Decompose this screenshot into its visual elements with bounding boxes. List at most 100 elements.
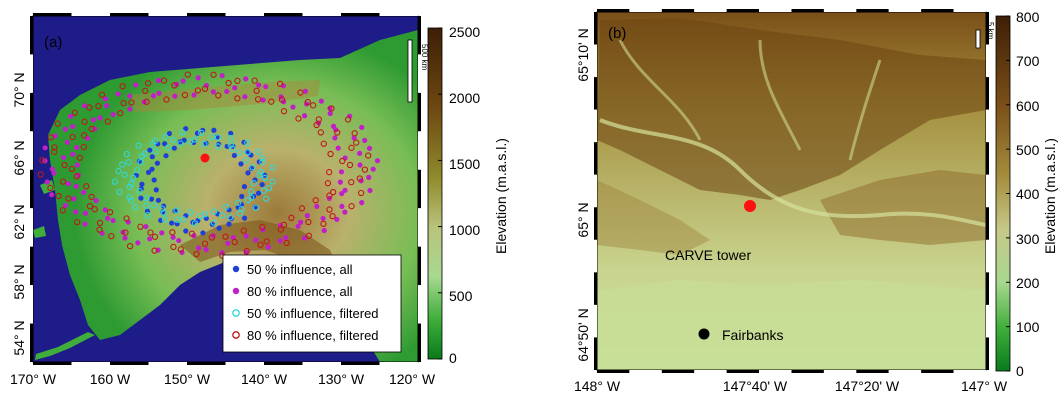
influence-marker (191, 136, 199, 143)
influence-marker (152, 137, 159, 145)
influence-marker (169, 229, 176, 236)
y-tick-b-0: 64°50' N (575, 308, 591, 361)
influence-marker (65, 195, 72, 202)
influence-marker (318, 98, 324, 104)
frame-segment (856, 9, 889, 12)
influence-marker (208, 234, 216, 241)
influence-marker (74, 162, 80, 168)
influence-marker (171, 145, 177, 151)
influence-marker (69, 133, 76, 141)
colorbar-a-label: Elevation (m.a.s.l.) (493, 138, 509, 254)
influence-marker (290, 104, 296, 110)
influence-marker (184, 71, 191, 78)
frame-segment (187, 13, 226, 16)
influence-marker (62, 202, 68, 209)
ridge-west (597, 180, 710, 255)
influence-marker (150, 202, 158, 209)
influence-marker (227, 134, 234, 142)
brooks-range (130, 80, 320, 112)
valley-north (618, 39, 882, 161)
influence-marker (225, 79, 232, 87)
influence-marker (251, 77, 258, 84)
frame-segment (629, 370, 662, 373)
influence-marker (54, 120, 61, 127)
influence-marker (141, 150, 149, 157)
x-tick-b-2: 147°20' W (835, 378, 900, 394)
cb-b-tick-1: 100 (1016, 319, 1040, 335)
scalebar-a (407, 39, 413, 103)
influence-marker (244, 139, 251, 147)
influence-marker (143, 223, 149, 230)
frame-segment (791, 370, 824, 373)
frame-segment (594, 142, 597, 175)
influence-marker (353, 139, 360, 146)
panel-b-map: (b) 5 km CARVE tower Fairbanks 148° W 14… (574, 9, 1008, 394)
influence-marker (90, 117, 96, 123)
influence-marker (96, 226, 103, 233)
influence-marker (357, 150, 363, 156)
x-tick-a-2: 150° W (164, 371, 211, 387)
influence-marker (177, 140, 184, 147)
colorbar-b-ticks (1006, 15, 1010, 372)
influence-marker (136, 188, 143, 195)
influence-marker (179, 129, 186, 136)
frame-segment (418, 208, 421, 247)
influence-marker (242, 157, 250, 164)
frame-segment (418, 131, 421, 170)
influence-marker (280, 108, 288, 115)
influence-marker (210, 71, 217, 78)
influence-marker (288, 214, 295, 222)
influence-marker (176, 237, 182, 244)
influence-marker (151, 233, 159, 240)
influence-marker (357, 189, 365, 197)
frame-segment (30, 131, 33, 170)
influence-marker (357, 162, 363, 168)
influence-marker (74, 218, 81, 226)
influence-marker (263, 238, 270, 245)
influence-marker (276, 80, 284, 87)
frame-segment (594, 77, 597, 110)
influence-marker (263, 195, 270, 202)
influence-marker (342, 209, 348, 215)
influence-marker (191, 92, 197, 98)
influence-marker (210, 89, 216, 95)
influence-marker (55, 192, 62, 200)
frame-segment (110, 362, 149, 365)
influence-marker (209, 133, 216, 141)
influence-marker (269, 178, 276, 185)
frame-segment (629, 9, 662, 12)
influence-marker (295, 115, 302, 122)
influence-marker (236, 149, 243, 156)
frame-segment (823, 9, 857, 12)
influence-marker (339, 157, 346, 165)
influence-marker (127, 93, 133, 99)
carve-tower-marker-b (744, 200, 756, 212)
influence-marker (326, 192, 333, 199)
influence-marker (65, 181, 71, 187)
influence-marker (329, 212, 336, 220)
influence-marker (320, 220, 327, 227)
frame-segment (302, 362, 341, 365)
cb-b-tick-7: 700 (1016, 53, 1040, 69)
frame-segment (661, 370, 695, 373)
influence-marker (142, 87, 149, 94)
frame-segment (594, 12, 597, 45)
frame-segment (661, 9, 695, 12)
frame-segment (856, 370, 889, 373)
influence-marker (98, 91, 106, 98)
influence-marker (260, 187, 267, 194)
frame-segment (594, 239, 597, 273)
influence-marker (147, 147, 153, 153)
influence-marker (149, 154, 155, 160)
influence-marker (119, 83, 126, 90)
panel-b-label: (b) (608, 25, 626, 42)
influence-marker (295, 223, 301, 230)
influence-marker (250, 180, 257, 187)
influence-marker (47, 184, 54, 192)
frame-segment (986, 207, 989, 240)
influence-marker (231, 152, 237, 159)
influence-marker (159, 230, 165, 236)
influence-marker (135, 142, 142, 149)
influence-marker (42, 145, 48, 151)
influence-marker (151, 177, 157, 183)
